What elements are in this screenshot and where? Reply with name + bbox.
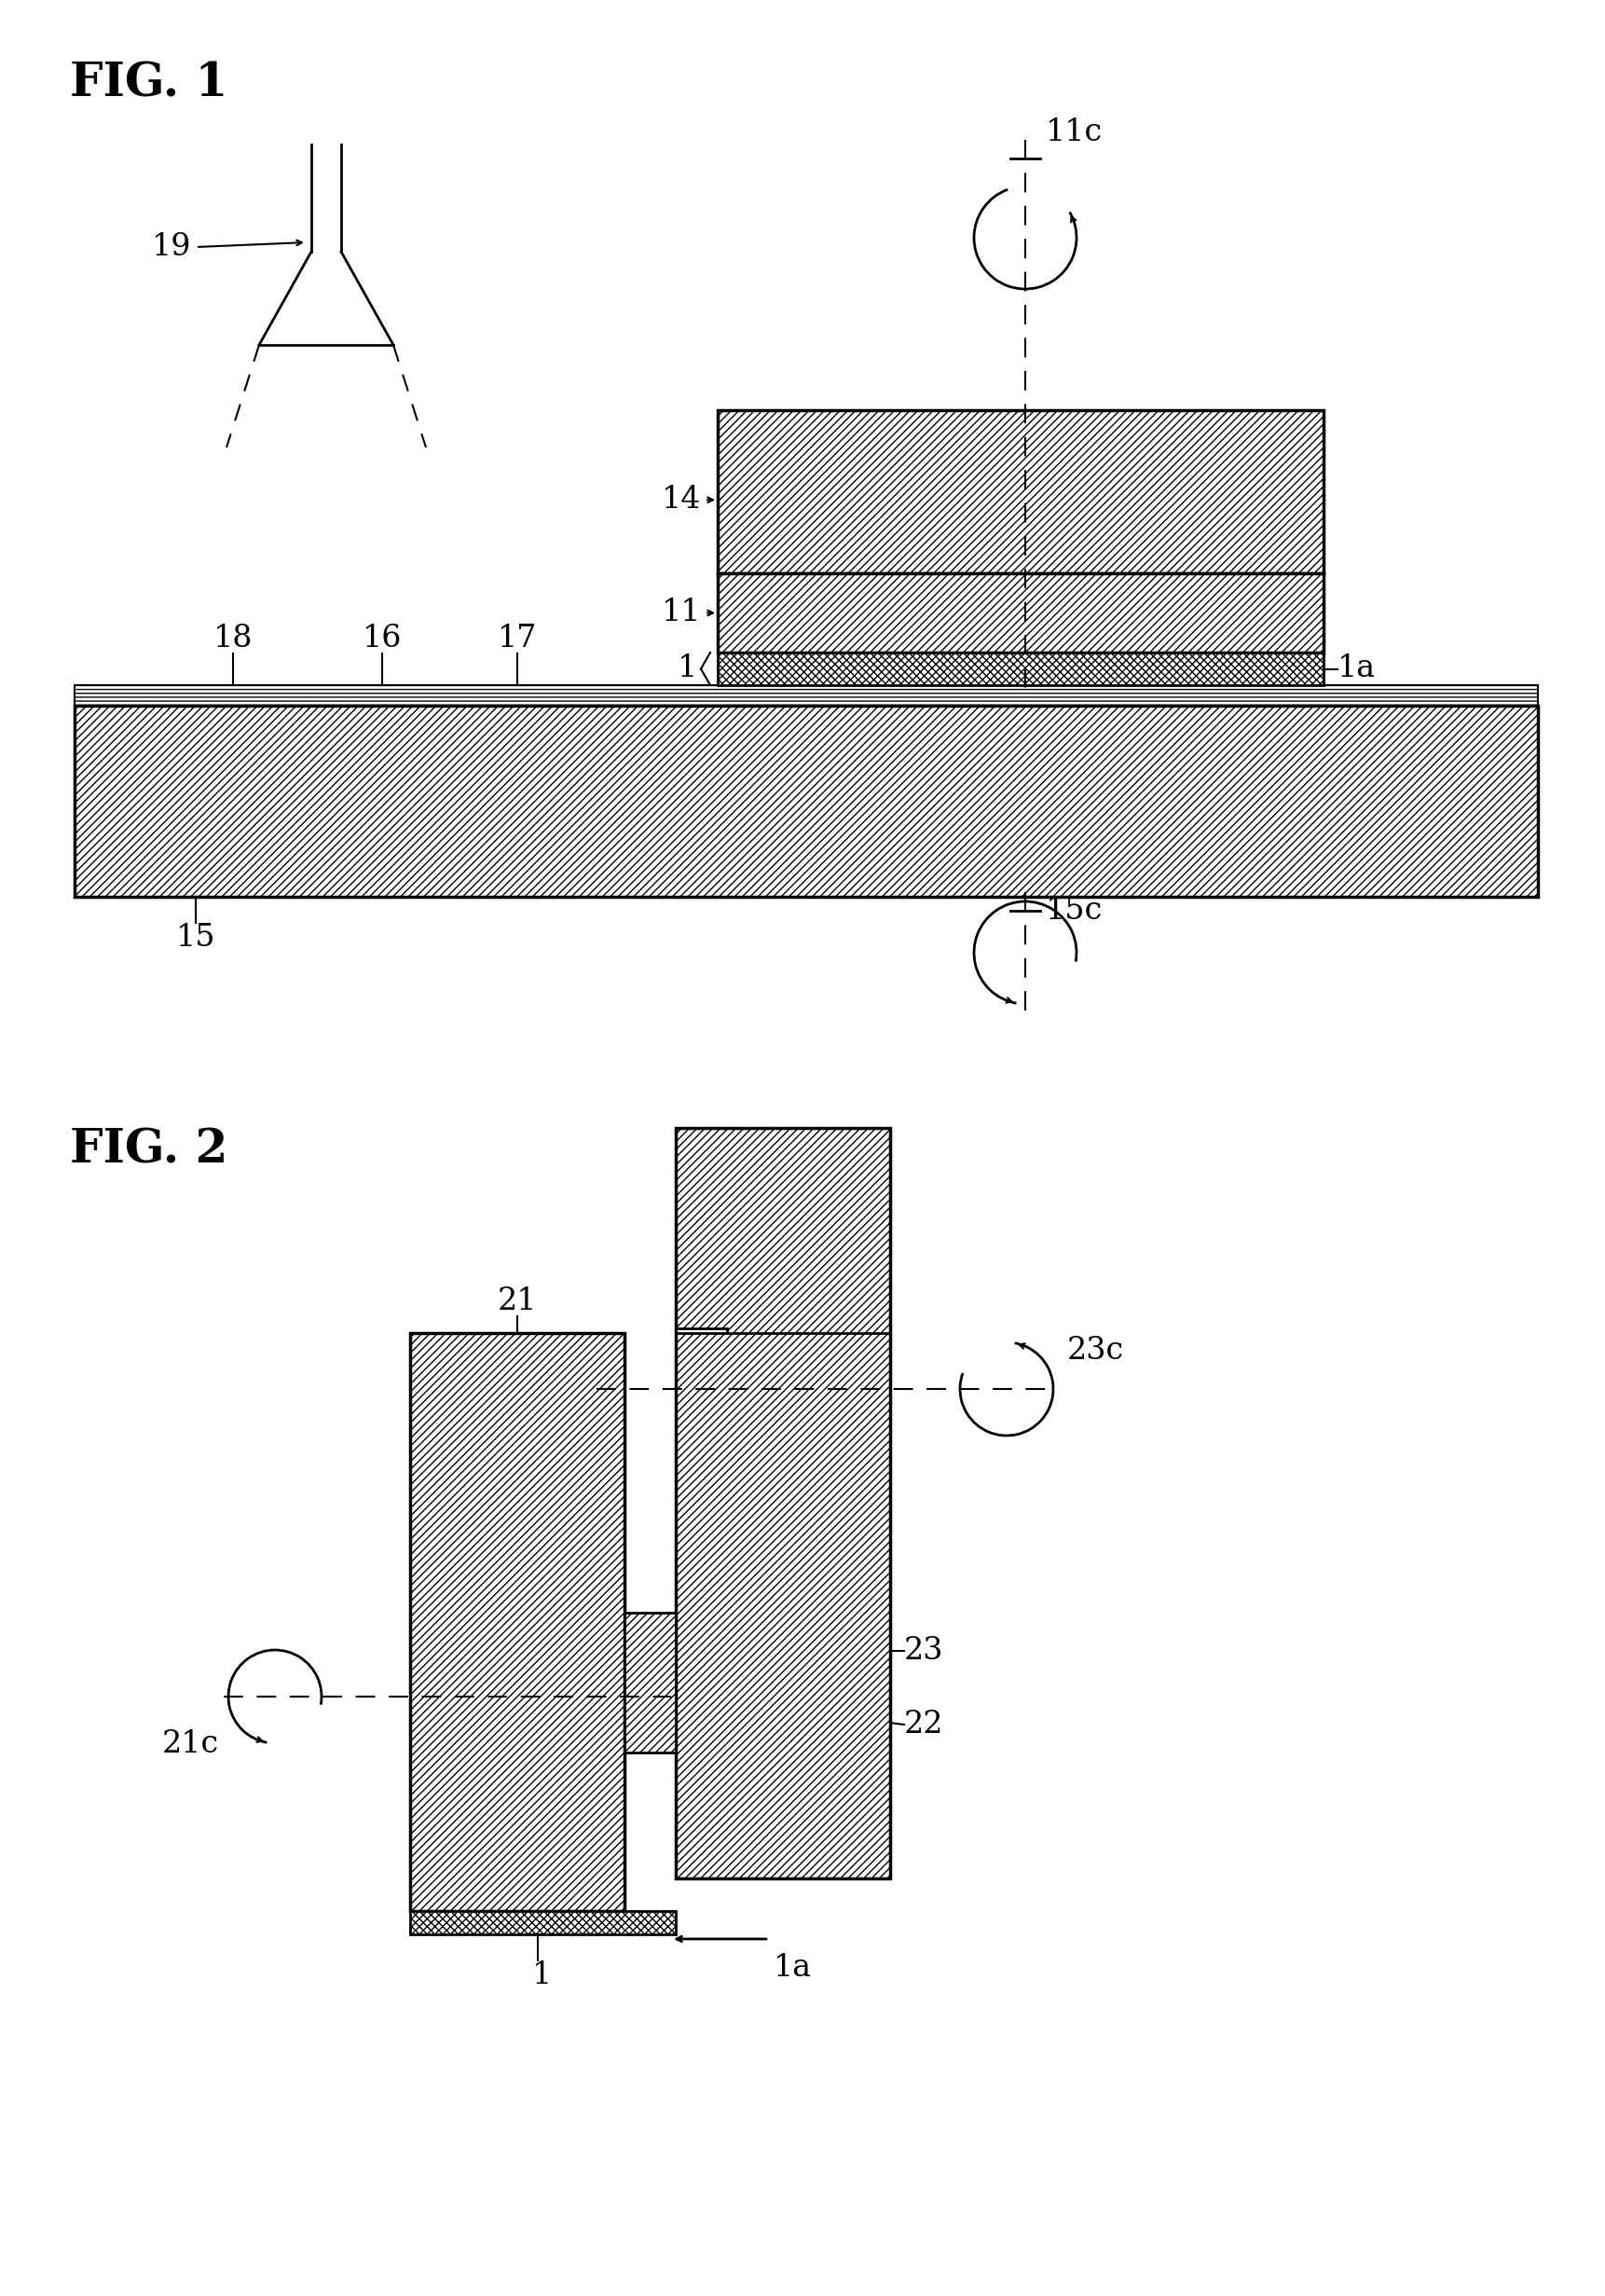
Text: 23c: 23c xyxy=(1067,1336,1123,1366)
Text: 17: 17 xyxy=(498,625,538,654)
Text: 11c: 11c xyxy=(1046,117,1103,147)
Text: 1a: 1a xyxy=(774,1954,812,1984)
Text: 16: 16 xyxy=(363,625,401,654)
Text: 1: 1 xyxy=(533,1961,552,1991)
Text: 15c: 15c xyxy=(1046,895,1103,925)
Text: FIG. 1: FIG. 1 xyxy=(71,60,228,106)
Bar xyxy=(717,652,1324,684)
Bar xyxy=(676,1329,727,1334)
Text: FIG. 2: FIG. 2 xyxy=(71,1127,228,1173)
Text: 21c: 21c xyxy=(162,1729,218,1759)
Text: 18: 18 xyxy=(213,625,254,654)
Text: 1a: 1a xyxy=(1337,654,1375,684)
Text: 21: 21 xyxy=(498,1286,538,1316)
Bar xyxy=(411,1334,624,1910)
Bar xyxy=(411,1910,676,1933)
Text: 1: 1 xyxy=(677,654,697,684)
Bar xyxy=(74,684,1538,705)
Text: 11: 11 xyxy=(661,597,701,627)
Bar xyxy=(624,1612,676,1752)
Text: 19: 19 xyxy=(151,232,191,262)
Bar xyxy=(717,574,1324,652)
Bar xyxy=(74,705,1538,898)
Text: 22: 22 xyxy=(904,1711,944,1740)
Bar xyxy=(676,1127,891,1878)
Text: 14: 14 xyxy=(661,484,701,514)
Text: 23: 23 xyxy=(904,1637,944,1667)
Text: 15: 15 xyxy=(177,923,215,953)
Bar xyxy=(717,411,1324,574)
